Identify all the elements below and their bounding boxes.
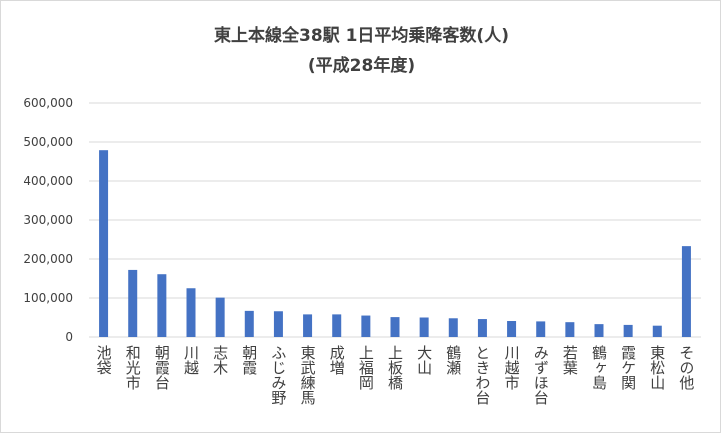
x-tick-label: 川越: [182, 345, 200, 375]
x-tick-label: 朝霞台: [153, 345, 171, 390]
x-tick-label: 和光市: [124, 345, 142, 390]
x-tick-label: ふじみ野: [269, 345, 287, 405]
bar: [273, 311, 283, 337]
chart-title: 東上本線全38駅 1日平均乗降客数(人): [214, 26, 509, 46]
x-tick-label: 川越市: [503, 345, 521, 390]
bar: [99, 150, 109, 337]
x-tick-label: みずほ台: [532, 345, 550, 405]
bar: [565, 322, 575, 337]
x-tick-label: 東松山: [648, 345, 666, 390]
bar: [594, 324, 604, 337]
bar: [448, 318, 458, 337]
x-tick-label: 鶴瀬: [444, 345, 462, 375]
x-tick-label: その他: [677, 345, 695, 391]
x-tick-label: 若葉: [561, 345, 579, 375]
x-tick-label: ときわ台: [473, 345, 491, 405]
x-tick-label: 朝霞: [240, 345, 258, 375]
y-tick-label: 0: [65, 330, 73, 344]
x-tick-label: 上板橋: [386, 345, 404, 390]
x-tick-label: 上福岡: [357, 345, 375, 391]
bar: [361, 315, 371, 337]
bar: [652, 325, 662, 337]
x-tick-label: 霞ケ関: [619, 345, 637, 391]
bar: [681, 246, 691, 337]
x-tick-label: 鶴ヶ島: [590, 345, 608, 390]
bar: [303, 314, 313, 337]
bar: [623, 324, 633, 337]
y-tick-label: 600,000: [23, 96, 73, 110]
chart-subtitle: (平成28年度): [307, 56, 416, 76]
bar: [186, 288, 196, 337]
bar: [536, 321, 546, 337]
bar: [128, 269, 138, 337]
bar: [477, 319, 487, 337]
bar: [157, 274, 167, 337]
bar: [419, 317, 429, 337]
bar: [507, 321, 517, 337]
y-tick-label: 300,000: [23, 213, 73, 227]
bar: [332, 314, 342, 337]
y-tick-label: 400,000: [23, 174, 73, 188]
y-tick-label: 200,000: [23, 252, 73, 266]
x-tick-label: 大山: [415, 345, 433, 375]
x-tick-label: 成増: [328, 345, 346, 375]
y-tick-label: 500,000: [23, 135, 73, 149]
x-tick-label: 池袋: [95, 345, 113, 375]
bar: [215, 297, 225, 337]
bar: [244, 310, 254, 337]
x-tick-label: 志木: [211, 345, 229, 375]
bar: [390, 317, 400, 337]
x-tick-label: 東武練馬: [299, 345, 317, 406]
y-tick-label: 100,000: [23, 291, 73, 305]
